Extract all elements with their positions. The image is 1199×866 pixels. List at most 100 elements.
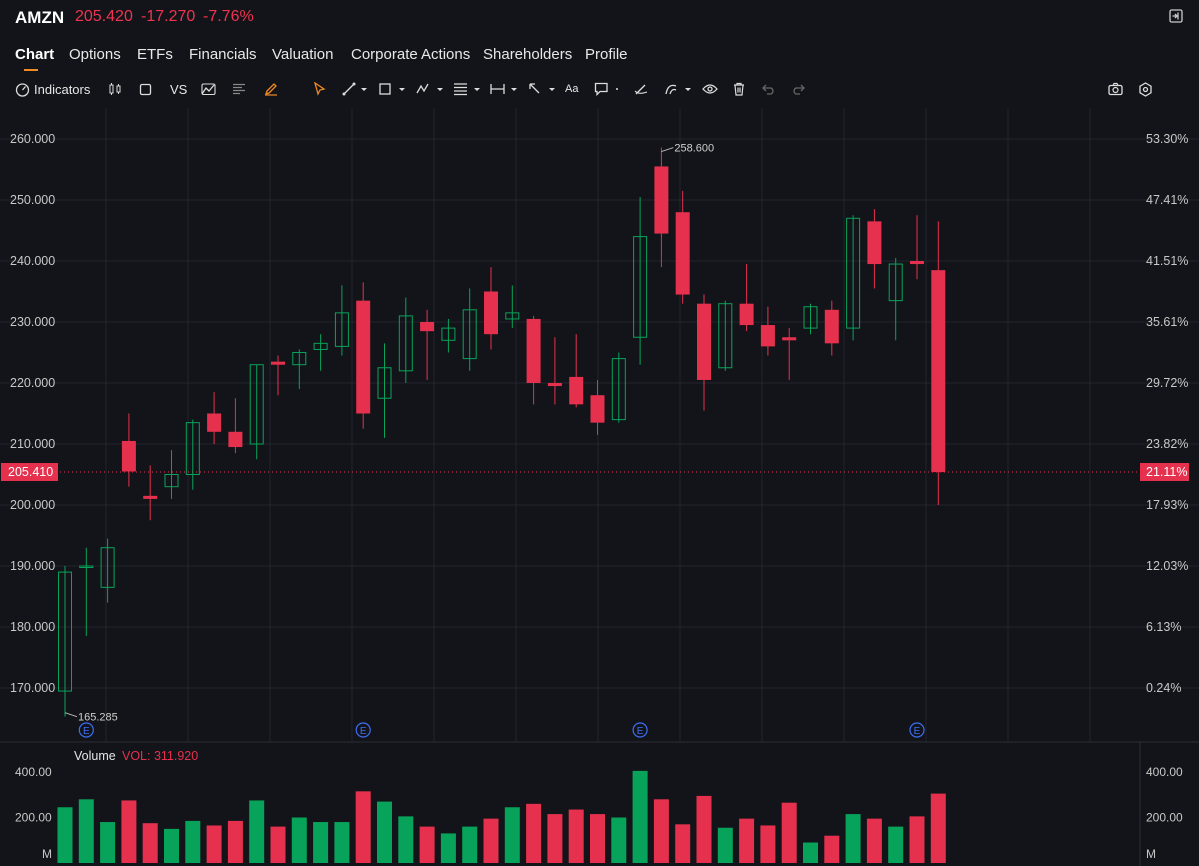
volume-bar [249,800,265,863]
candle[interactable] [782,337,797,341]
candle[interactable] [100,547,115,588]
earnings-marker[interactable] [355,722,371,738]
candle[interactable] [398,315,413,372]
square-icon[interactable] [139,78,152,100]
trash-icon[interactable] [732,78,746,100]
candle[interactable] [910,261,924,265]
candle[interactable] [846,217,861,329]
candle[interactable] [484,291,498,335]
indicators-button[interactable]: Indicators [15,78,90,100]
volume-bar [164,828,179,863]
pattern-icon[interactable] [416,78,444,100]
undo-icon[interactable] [762,78,776,100]
tab-corporate-actions[interactable]: Corporate Actions [351,46,471,63]
candle[interactable] [824,309,839,344]
brush-icon[interactable] [264,78,278,100]
candle[interactable] [185,422,200,475]
candle[interactable] [292,352,307,366]
redo-icon[interactable] [791,78,805,100]
price-chart[interactable]: 170.000 180.000 190.000 200.000 210.000 220.0… [0,108,1199,866]
candle[interactable] [228,431,243,448]
candle-type-icon[interactable] [108,78,122,100]
earnings-marker[interactable] [78,722,94,738]
pen-icon[interactable] [634,78,648,100]
volume-bar [675,824,691,863]
symbol-ticker[interactable]: AMZN [15,8,65,27]
tab-shareholders[interactable]: Shareholders [483,46,573,63]
high-marker-line [661,147,674,153]
candle[interactable] [249,364,264,445]
candle[interactable] [121,440,136,472]
volume-bar [440,833,456,863]
tab-options[interactable]: Options [69,46,121,63]
volume-bar [462,826,478,863]
volume-bar [590,814,605,863]
candle[interactable] [79,565,94,568]
candle[interactable] [931,270,946,473]
tab-financials[interactable]: Financials [189,46,257,63]
align-icon[interactable] [232,78,246,100]
camera-icon[interactable] [1108,78,1123,100]
candle[interactable] [611,358,626,421]
drawing-toolbar: Indicators VS Aa [0,78,1199,102]
measure-icon[interactable] [490,78,518,100]
trendline-icon[interactable] [342,78,368,100]
tab-profile[interactable]: Profile [585,46,628,63]
candle[interactable] [547,383,562,387]
volume-bar [355,791,371,863]
candle[interactable] [377,367,392,399]
current-pct-label: 21.11% [1146,465,1187,479]
area-chart-icon[interactable] [201,78,216,100]
candle[interactable] [633,236,648,338]
candle[interactable] [334,312,349,347]
tab-chart[interactable]: Chart [15,46,55,63]
settings-icon[interactable] [1138,78,1153,100]
candle[interactable] [164,474,179,488]
candle[interactable] [888,263,903,302]
candle[interactable] [760,325,775,347]
price-change: -17.270 [141,8,196,25]
y-tick-label: 250.000 [10,193,55,207]
candle[interactable] [143,495,158,499]
y-tick-label-pct: 0.24% [1146,681,1181,695]
candle[interactable] [697,303,711,380]
candle[interactable] [505,312,520,320]
y-tick-label-pct: 47.41% [1146,193,1188,207]
tab-valuation[interactable]: Valuation [272,46,334,63]
arrow-icon[interactable] [528,78,556,100]
candle[interactable] [420,322,435,332]
candle[interactable] [462,309,477,360]
candle[interactable] [569,376,584,405]
compare-vs-button[interactable]: VS [170,78,187,100]
volume-tick-label-right: 400.00 [1146,765,1183,779]
tab-bar: Chart Options ETFs Financials Valuation … [0,44,700,72]
comment-icon[interactable] [594,78,620,100]
candle[interactable] [356,300,371,414]
candle[interactable] [867,221,882,265]
candle[interactable] [313,342,328,350]
volume-bar [696,795,712,863]
candle[interactable] [58,571,72,692]
tab-etfs[interactable]: ETFs [137,46,173,63]
candle[interactable] [803,306,818,329]
text-tool[interactable]: Aa [565,78,578,100]
earnings-marker[interactable] [632,722,648,738]
candle[interactable] [654,166,669,234]
candle[interactable] [675,212,690,295]
candle[interactable] [590,395,605,423]
earnings-marker-label: E [83,726,90,737]
fib-icon[interactable] [453,78,481,100]
volume-bar [398,816,414,863]
earnings-marker[interactable] [909,722,925,738]
cursor-icon[interactable] [313,78,326,100]
exit-panel-icon[interactable] [1169,9,1183,23]
candle[interactable] [526,318,541,383]
candle[interactable] [441,327,456,341]
candle[interactable] [718,303,733,369]
candle[interactable] [739,303,754,326]
eye-icon[interactable] [702,78,718,100]
candle[interactable] [207,413,222,432]
shapes-icon[interactable] [664,78,692,100]
rectangle-icon[interactable] [378,78,406,100]
candle[interactable] [271,361,285,365]
